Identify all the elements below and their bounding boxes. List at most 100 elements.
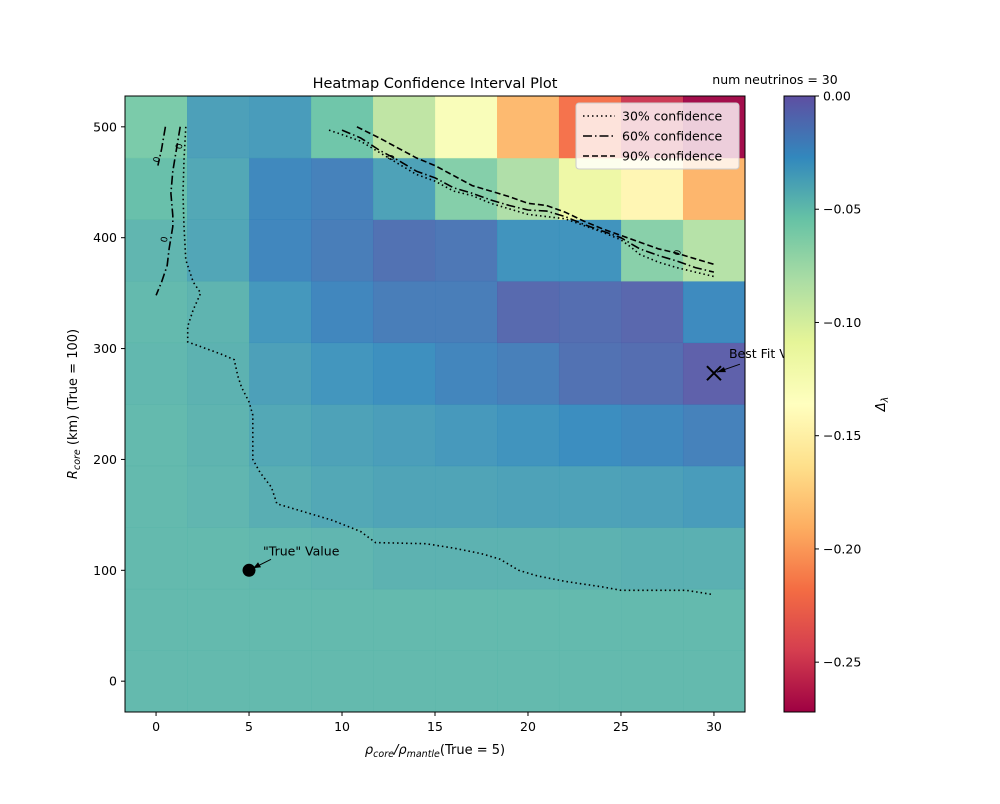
heatmap-cell — [125, 157, 188, 220]
true-value-arrowhead — [253, 562, 262, 569]
legend-label: 60% confidence — [622, 129, 722, 144]
heatmap-cell — [435, 404, 498, 467]
x-tick-label: 30 — [706, 719, 722, 734]
heatmap-cell — [125, 588, 188, 651]
heatmap-cell — [372, 96, 436, 159]
heatmap-cell — [558, 404, 622, 467]
heatmap-cell — [682, 280, 745, 344]
heatmap-cell — [125, 527, 188, 590]
heatmap-cell — [497, 465, 560, 528]
heatmap-cell — [621, 342, 684, 405]
heatmap-cell — [621, 219, 684, 282]
heatmap-cell — [621, 404, 684, 467]
heatmap-cell — [249, 342, 312, 405]
y-axis-label: Rcore (km) (True = 100) — [66, 329, 83, 479]
contour-line — [157, 126, 167, 166]
contour-line — [182, 126, 715, 596]
heatmap-cell — [682, 650, 745, 712]
colorbar-label: Δλ — [874, 397, 891, 413]
heatmap-cell — [187, 280, 250, 344]
heatmap-cell — [435, 219, 498, 282]
heatmap-cell — [311, 342, 374, 405]
heatmap-cell — [311, 157, 374, 220]
heatmap-cell — [249, 588, 312, 651]
heatmap-cell — [187, 588, 250, 651]
heatmap-cell — [249, 219, 312, 282]
heatmap-cell — [435, 157, 498, 220]
legend-label: 30% confidence — [622, 109, 722, 124]
heatmap-cell — [558, 465, 622, 528]
y-axis-ticks: 0 100 200 300 400 500 — [93, 119, 125, 689]
heatmap-cell — [125, 465, 188, 528]
y-tick-label: 300 — [93, 341, 117, 356]
heatmap-cell — [435, 588, 498, 651]
heatmap-cell — [435, 280, 498, 344]
contour-label: 0 — [152, 156, 163, 164]
heatmap-cell — [249, 96, 312, 159]
heatmap-cell — [187, 219, 250, 282]
heatmap-cell — [497, 219, 560, 282]
y-tick-label: 0 — [109, 674, 117, 689]
contour-label: 0 — [160, 236, 171, 244]
heatmap-cell — [311, 219, 374, 282]
chart-title: Heatmap Confidence Interval Plot — [313, 76, 558, 92]
true-value-label: "True" Value — [263, 543, 340, 558]
heatmap-cell — [497, 650, 560, 712]
heatmap-cell — [621, 588, 684, 651]
heatmap-cell — [249, 465, 312, 528]
colorbar-tick-label: −0.05 — [823, 202, 861, 217]
heatmap-cell — [187, 404, 250, 467]
y-tick-label: 200 — [93, 452, 117, 467]
heatmap-cell — [372, 404, 436, 467]
x-tick-label: 25 — [613, 719, 629, 734]
heatmap-cell — [435, 465, 498, 528]
contour-label: 0 — [387, 154, 398, 162]
contour-line — [341, 129, 715, 273]
heatmap-cell — [435, 650, 498, 712]
heatmap-cell — [125, 280, 188, 344]
heatmap-cells — [125, 96, 745, 712]
y-tick-label: 100 — [93, 563, 117, 578]
contour-line — [328, 129, 715, 278]
heatmap-cell — [682, 219, 745, 282]
heatmap-cell — [372, 588, 436, 651]
x-tick-label: 15 — [427, 719, 443, 734]
heatmap-cell — [621, 280, 684, 344]
heatmap-cell — [125, 404, 188, 467]
x-tick-label: 20 — [520, 719, 536, 734]
heatmap-cell — [372, 219, 436, 282]
colorbar-tick-label: −0.15 — [823, 428, 861, 443]
contour-label: 0 — [175, 142, 186, 150]
heatmap-cell — [435, 527, 498, 590]
heatmap-cell — [558, 527, 622, 590]
legend-label: 90% confidence — [622, 149, 722, 164]
x-tick-label: 5 — [245, 719, 253, 734]
x-tick-label: 0 — [152, 719, 160, 734]
heatmap-cell — [558, 342, 622, 405]
best-fit-marker — [706, 365, 722, 381]
heatmap-cell — [125, 342, 188, 405]
heatmap-cell — [621, 465, 684, 528]
heatmap-cell — [125, 650, 188, 712]
heatmap-cell — [187, 465, 250, 528]
heatmap-cell — [621, 650, 684, 712]
heatmap-cell — [311, 404, 374, 467]
heatmap-cell — [558, 280, 622, 344]
heatmap-cell — [187, 527, 250, 590]
heatmap-cell — [682, 588, 745, 651]
heatmap-cell — [311, 588, 374, 651]
heatmap-cell — [558, 588, 622, 651]
x-tick-label: 10 — [334, 719, 350, 734]
heatmap-cell — [435, 96, 498, 159]
heatmap-cell — [621, 527, 684, 590]
heatmap-cell — [682, 404, 745, 467]
heatmap-cell — [249, 404, 312, 467]
heatmap-cell — [187, 157, 250, 220]
heatmap-cell — [497, 588, 560, 651]
colorbar-tick-label: −0.25 — [823, 655, 861, 670]
y-tick-label: 400 — [93, 230, 117, 245]
best-fit-arrowhead — [716, 367, 726, 373]
heatmap-cell — [558, 219, 622, 282]
colorbar-ticks: 0.00 −0.05 −0.10 −0.15 −0.20 −0.25 — [815, 89, 861, 670]
